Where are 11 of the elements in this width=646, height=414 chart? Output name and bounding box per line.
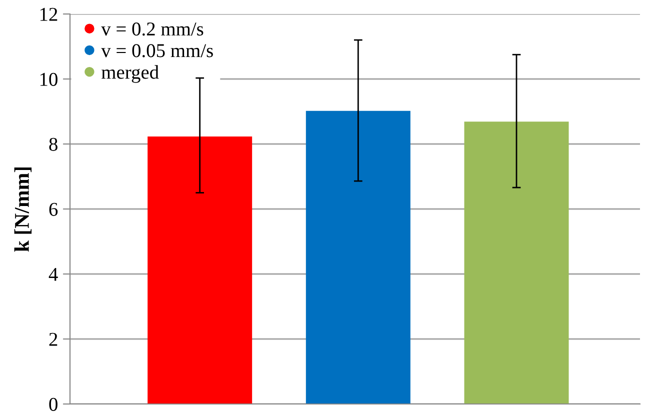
legend-label: v = 0.05 mm/s <box>101 44 213 58</box>
y-tick-label: 6 <box>49 202 58 216</box>
legend-label: merged <box>102 65 159 83</box>
y-tick-label: 8 <box>49 138 58 151</box>
y-tick-label: 4 <box>48 268 58 281</box>
legend-label: v = 0.2 mm/s <box>101 22 204 36</box>
y-tick-label: 2 <box>49 332 58 346</box>
y-tick-label: 12 <box>40 8 58 21</box>
y-axis-title: k [N/mm] <box>14 167 32 252</box>
y-tick-label: 10 <box>40 72 58 86</box>
y-tick-label: 0 <box>49 398 58 411</box>
